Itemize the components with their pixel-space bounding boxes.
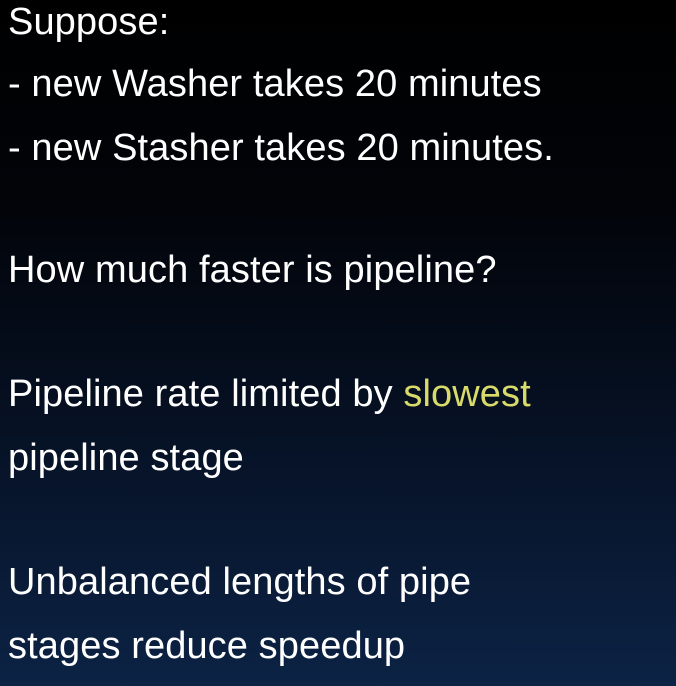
washer-time-bullet: - new Washer takes 20 minutes	[8, 63, 542, 105]
stasher-time-bullet: - new Stasher takes 20 minutes.	[8, 127, 554, 169]
unbalanced-lengths-line: Unbalanced lengths of pipe	[8, 561, 472, 603]
reduce-speedup-line: stages reduce speedup	[8, 625, 406, 667]
pipeline-stage-line: pipeline stage	[8, 437, 244, 479]
speedup-question: How much faster is pipeline?	[8, 249, 497, 291]
suppose-heading: Suppose:	[8, 1, 170, 43]
slowest-highlight: slowest	[403, 373, 531, 415]
pipeline-rate-line: Pipeline rate limited by slowest	[8, 366, 531, 422]
pipeline-rate-text: Pipeline rate limited by	[8, 373, 404, 415]
